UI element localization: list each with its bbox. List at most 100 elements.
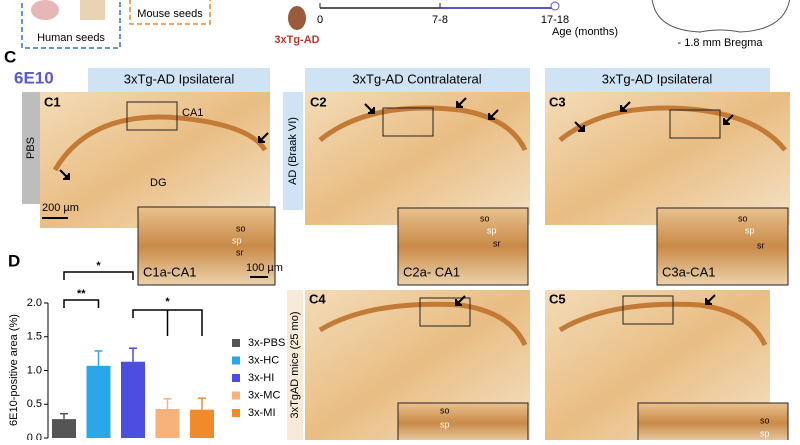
roi-box bbox=[669, 109, 721, 139]
inset bbox=[397, 402, 529, 444]
roi-box bbox=[622, 295, 674, 325]
roi-box bbox=[126, 101, 178, 131]
side-labels: PBS AD (Braak VI) 3xTgAD mice (25 mo) bbox=[22, 92, 303, 440]
bar bbox=[121, 361, 145, 438]
legend-label: 3x-MC bbox=[248, 389, 280, 401]
brain-outline bbox=[651, 0, 791, 33]
bar-chart: 0.0 0.5 1.0 1.5 2.0 3x-PBS 3x-HC 3x-HI 3x-MC 3x-M… bbox=[27, 260, 286, 444]
layer-label: sp bbox=[760, 428, 770, 438]
image-label: C5 bbox=[549, 291, 566, 306]
y-tick-label: 1.0 bbox=[27, 364, 42, 376]
bar bbox=[190, 409, 214, 438]
arrow bbox=[364, 103, 375, 114]
legend-swatch bbox=[232, 339, 240, 347]
timeline-tick: 17-18 bbox=[541, 14, 569, 26]
legend-swatch bbox=[232, 391, 240, 400]
bar bbox=[86, 365, 111, 438]
image-label: C4 bbox=[309, 291, 326, 306]
image-labels: C1 C2 C3 C4 C5 bbox=[44, 94, 566, 306]
header: 3xTg-AD Ipsilateral bbox=[602, 71, 713, 86]
roi-box bbox=[419, 297, 471, 327]
arrow bbox=[455, 295, 466, 306]
side-label: 3xTgAD mice (25 mo) bbox=[289, 312, 301, 419]
y-axis-title: 6E10-positive area (%) bbox=[8, 314, 20, 426]
layer-label: so bbox=[236, 223, 246, 233]
region-label: DG bbox=[150, 177, 167, 189]
micrograph bbox=[545, 92, 790, 225]
headers: 3xTg-AD Ipsilateral 3xTg-AD Contralatera… bbox=[88, 68, 770, 92]
y-tick-label: 0.5 bbox=[27, 398, 42, 410]
layer-label: so bbox=[480, 213, 490, 223]
mouse-icon bbox=[288, 6, 306, 30]
hippocampus bbox=[318, 301, 528, 347]
top-strip: Human seeds Mouse seeds 3xTg-AD 0 7-8 17… bbox=[21, 0, 791, 49]
timeline-label: Age (months) bbox=[552, 26, 618, 38]
panel-letter: C bbox=[4, 47, 16, 66]
arrows bbox=[59, 97, 734, 306]
legend-label: 3x-HC bbox=[248, 354, 279, 366]
layer-label: so bbox=[760, 415, 770, 425]
scale-label: 200 µm bbox=[42, 202, 79, 214]
timeline-tick: 0 bbox=[317, 14, 323, 26]
inset bbox=[397, 207, 529, 286]
arrow bbox=[456, 97, 467, 108]
inset bbox=[656, 207, 789, 286]
hippocampus bbox=[558, 301, 768, 347]
legend-label: 3x-PBS bbox=[248, 337, 285, 349]
region-label: CA1 bbox=[182, 107, 203, 119]
arrow bbox=[705, 294, 716, 305]
inset bbox=[137, 206, 276, 286]
timeline-tick: 7-8 bbox=[432, 14, 448, 26]
roi-box bbox=[382, 107, 434, 137]
timepoint bbox=[550, 1, 560, 11]
arrow bbox=[574, 121, 585, 132]
hippocampus bbox=[558, 105, 787, 152]
mouse-box bbox=[129, 0, 211, 25]
header: 3xTg-AD Contralateral bbox=[352, 71, 481, 86]
legend-label: 3x-MI bbox=[248, 407, 276, 419]
arrow bbox=[620, 101, 631, 112]
image-label: C1 bbox=[44, 94, 61, 109]
images bbox=[40, 92, 790, 444]
image-label: C2 bbox=[310, 94, 327, 109]
arrow bbox=[258, 132, 269, 143]
human-seeds: Human seeds bbox=[37, 32, 105, 44]
legend-swatch bbox=[232, 409, 240, 417]
hippocampus bbox=[52, 114, 268, 172]
arrow bbox=[723, 114, 734, 125]
header-bg bbox=[305, 68, 530, 92]
layer-label: so bbox=[738, 213, 748, 223]
side-bg bbox=[22, 92, 40, 204]
scale-label: 100 µm bbox=[246, 262, 283, 274]
inset-label: C2a- CA1 bbox=[403, 264, 460, 279]
hippocampus bbox=[318, 105, 528, 152]
sig-label: * bbox=[165, 296, 170, 308]
header-bg bbox=[88, 68, 270, 92]
image-label: C3 bbox=[549, 94, 566, 109]
arrow bbox=[488, 109, 499, 120]
legend-label: 3x-HI bbox=[248, 372, 274, 384]
panel-letter: D bbox=[8, 251, 20, 270]
legend-swatch bbox=[232, 356, 240, 365]
layer-label: sp bbox=[440, 419, 450, 429]
side-label: AD (Braak VI) bbox=[287, 117, 299, 185]
mouse-seeds: Mouse seeds bbox=[137, 8, 203, 20]
sig-bracket bbox=[63, 271, 134, 280]
y-tick-label: 1.5 bbox=[27, 331, 42, 343]
side-label: PBS bbox=[25, 137, 37, 159]
inset-label: C1a-CA1 bbox=[143, 264, 196, 279]
annotations-c: CA1 DG 200 µm 100 µm C1a-CA1 C2a- CA1 C3… bbox=[42, 107, 770, 438]
brain-icon bbox=[31, 0, 59, 20]
header: 3xTg-AD Ipsilateral bbox=[124, 71, 235, 86]
sig-bracket bbox=[132, 309, 203, 336]
bar bbox=[52, 419, 76, 438]
y-tick-label: 0.0 bbox=[27, 432, 42, 440]
header-bg bbox=[545, 68, 770, 92]
y-tick-label: 2.0 bbox=[27, 297, 42, 309]
model-label: 3xTg-AD bbox=[274, 34, 319, 46]
human-box bbox=[21, 0, 121, 49]
sig-label: * bbox=[96, 260, 101, 272]
layer-label: sr bbox=[236, 247, 244, 257]
layer-label: sr bbox=[757, 240, 765, 250]
